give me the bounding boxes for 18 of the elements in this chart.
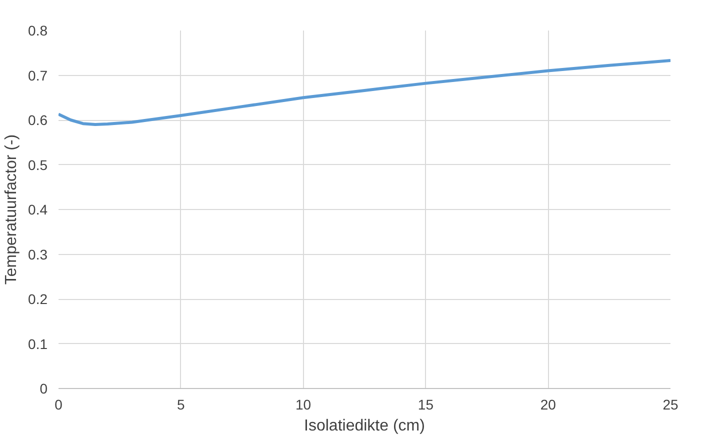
x-tick-label: 10: [296, 396, 312, 412]
y-tick-label: 0.2: [28, 291, 48, 307]
x-tick-label: 0: [54, 396, 63, 412]
y-tick-label: 0.1: [28, 336, 48, 352]
y-tick-label: 0.4: [28, 202, 48, 218]
x-tick-label: 20: [540, 396, 556, 412]
y-tick-label: 0.6: [28, 112, 48, 128]
y-tick-label: 0.7: [28, 67, 48, 84]
y-axis-title: Temperatuurfactor (-): [3, 134, 20, 285]
x-tick-label: 15: [418, 396, 434, 412]
x-tick-label: 25: [662, 396, 678, 412]
y-tick-label: 0: [40, 380, 48, 396]
line-series: [58, 58, 670, 126]
y-tick-label: 0.3: [28, 246, 48, 262]
x-tick-label: 5: [177, 396, 186, 412]
y-tick-label: 0.5: [28, 156, 48, 173]
y-tick-label: 0.8: [28, 22, 48, 38]
x-axis-title: Isolatiedikte (cm): [304, 418, 425, 434]
